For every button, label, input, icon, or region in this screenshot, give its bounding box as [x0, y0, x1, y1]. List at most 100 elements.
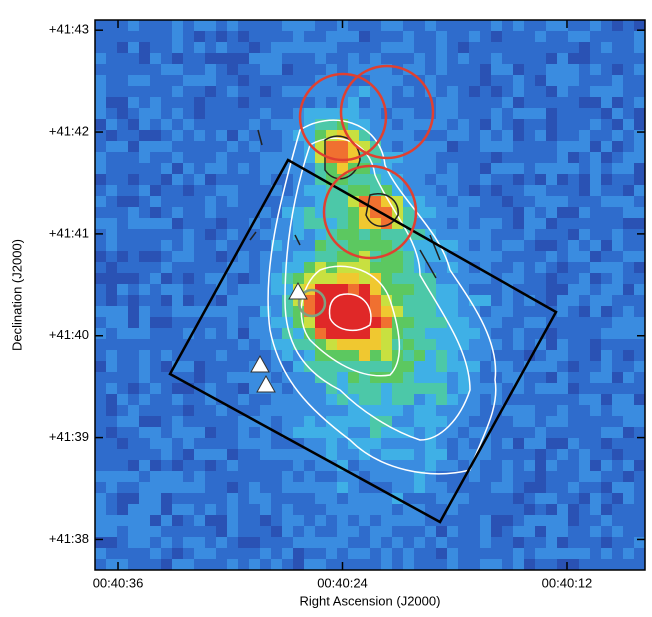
pixel: [524, 64, 536, 76]
pixel: [172, 174, 184, 186]
pixel: [227, 383, 239, 395]
pixel: [370, 163, 382, 175]
pixel: [282, 339, 294, 351]
pixel: [205, 75, 217, 87]
pixel: [315, 97, 327, 109]
pixel: [480, 361, 492, 373]
pixel: [634, 64, 646, 76]
pixel: [260, 64, 272, 76]
pixel: [293, 163, 305, 175]
pixel: [623, 20, 635, 32]
pixel: [458, 328, 470, 340]
pixel: [623, 240, 635, 252]
pixel: [469, 504, 481, 516]
pixel: [161, 152, 173, 164]
pixel: [513, 306, 525, 318]
pixel: [293, 75, 305, 87]
pixel: [238, 383, 250, 395]
pixel: [491, 537, 503, 549]
pixel: [194, 31, 206, 43]
pixel: [568, 251, 580, 263]
pixel: [568, 141, 580, 153]
pixel: [359, 438, 371, 450]
pixel: [491, 240, 503, 252]
pixel: [216, 97, 228, 109]
pixel: [469, 42, 481, 54]
pixel: [227, 251, 239, 263]
pixel: [161, 339, 173, 351]
pixel: [491, 284, 503, 296]
pixel: [535, 328, 547, 340]
pixel: [326, 383, 338, 395]
pixel: [106, 31, 118, 43]
pixel: [623, 460, 635, 472]
pixel: [337, 240, 349, 252]
pixel: [128, 42, 140, 54]
pixel: [227, 53, 239, 65]
pixel: [183, 460, 195, 472]
pixel: [205, 548, 217, 560]
pixel: [150, 416, 162, 428]
pixel: [601, 53, 613, 65]
pixel: [623, 383, 635, 395]
pixel: [623, 64, 635, 76]
pixel: [348, 317, 360, 329]
pixel: [524, 416, 536, 428]
pixel: [337, 229, 349, 241]
pixel: [513, 394, 525, 406]
pixel: [381, 372, 393, 384]
pixel: [546, 548, 558, 560]
y-tick-label: +41:41: [49, 225, 89, 240]
pixel: [337, 416, 349, 428]
pixel: [139, 493, 151, 505]
pixel: [249, 53, 261, 65]
pixel: [260, 31, 272, 43]
pixel: [502, 262, 514, 274]
pixel: [436, 372, 448, 384]
pixel: [568, 240, 580, 252]
pixel: [524, 306, 536, 318]
pixel: [282, 218, 294, 230]
pixel: [95, 240, 107, 252]
pixel: [282, 350, 294, 362]
pixel: [557, 75, 569, 87]
pixel: [436, 339, 448, 351]
pixel: [590, 218, 602, 230]
pixel: [447, 185, 459, 197]
pixel: [403, 284, 415, 296]
pixel: [546, 482, 558, 494]
pixel: [227, 31, 239, 43]
pixel: [524, 493, 536, 505]
pixel: [480, 339, 492, 351]
pixel: [249, 493, 261, 505]
pixel: [403, 75, 415, 87]
pixel: [535, 130, 547, 142]
pixel: [425, 460, 437, 472]
pixel: [524, 218, 536, 230]
pixel: [447, 53, 459, 65]
pixel: [260, 460, 272, 472]
pixel: [524, 273, 536, 285]
pixel: [293, 20, 305, 32]
pixel: [634, 119, 646, 131]
pixel: [447, 515, 459, 527]
pixel: [172, 31, 184, 43]
pixel: [568, 383, 580, 395]
pixel: [568, 196, 580, 208]
pixel: [579, 240, 591, 252]
pixel: [458, 372, 470, 384]
pixel: [370, 427, 382, 439]
pixel: [172, 471, 184, 483]
pixel: [458, 240, 470, 252]
pixel: [326, 119, 338, 131]
pixel: [282, 361, 294, 373]
pixel: [106, 284, 118, 296]
pixel: [634, 339, 646, 351]
pixel: [106, 229, 118, 241]
pixel: [194, 273, 206, 285]
pixel: [139, 317, 151, 329]
pixel: [238, 504, 250, 516]
pixel: [513, 31, 525, 43]
pixel: [502, 20, 514, 32]
pixel: [282, 31, 294, 43]
